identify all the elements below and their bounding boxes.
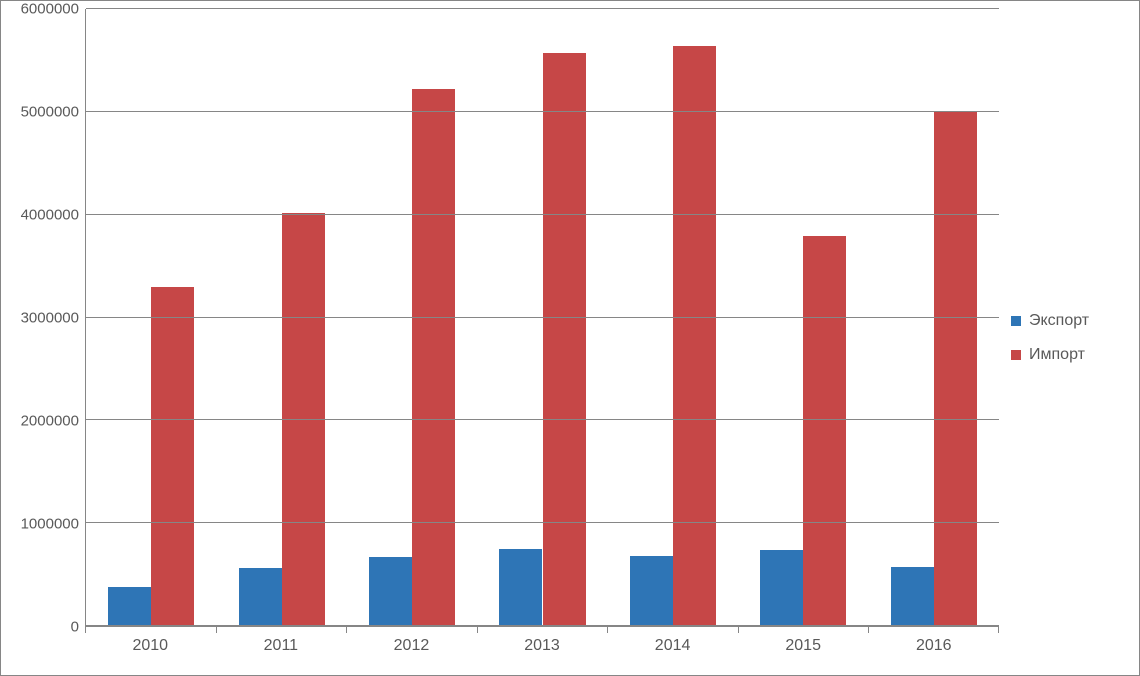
gridline — [86, 625, 999, 626]
gridline — [86, 522, 999, 523]
legend-item: Импорт — [1011, 346, 1131, 364]
y-tick-label: 6000000 — [21, 1, 79, 18]
x-tick — [868, 627, 869, 633]
gridline — [86, 8, 999, 9]
bar — [108, 587, 151, 626]
x-tick-label: 2013 — [524, 637, 560, 655]
bar — [891, 567, 934, 626]
y-tick-label: 0 — [71, 619, 79, 636]
x-tick — [607, 627, 608, 633]
y-axis: 0100000020000003000000400000050000006000… — [9, 9, 85, 627]
legend-item: Экспорт — [1011, 312, 1131, 330]
y-tick-label: 3000000 — [21, 310, 79, 327]
y-tick-label: 4000000 — [21, 207, 79, 224]
y-tick-label: 5000000 — [21, 104, 79, 121]
x-tick-label: 2010 — [132, 637, 168, 655]
x-axis: 2010 2011 2012 2013 2014 2015 2016 — [85, 627, 999, 667]
bar — [803, 236, 846, 626]
x-tick — [477, 627, 478, 633]
bar — [673, 46, 716, 626]
plot-row: 0100000020000003000000400000050000006000… — [9, 9, 999, 627]
legend-label: Импорт — [1029, 346, 1085, 364]
x-group: 2013 — [477, 627, 608, 667]
x-group: 2010 — [85, 627, 216, 667]
y-tick-label: 1000000 — [21, 516, 79, 533]
x-group: 2012 — [346, 627, 477, 667]
x-tick — [216, 627, 217, 633]
gridline — [86, 214, 999, 215]
legend-label: Экспорт — [1029, 312, 1089, 330]
bar — [934, 112, 977, 626]
x-tick — [738, 627, 739, 633]
x-tick-label: 2016 — [916, 637, 952, 655]
x-group: 2015 — [738, 627, 869, 667]
plot-area — [85, 9, 999, 627]
bar — [412, 89, 455, 626]
bar — [630, 556, 673, 626]
x-tick-label: 2011 — [264, 637, 298, 655]
x-tick — [346, 627, 347, 633]
bars-layer — [86, 9, 999, 626]
y-tick-label: 2000000 — [21, 413, 79, 430]
bar — [369, 557, 412, 626]
bar — [239, 568, 282, 626]
x-group: 2011 — [216, 627, 347, 667]
legend-swatch — [1011, 316, 1021, 326]
chart-main: 0100000020000003000000400000050000006000… — [9, 9, 999, 667]
x-tick — [85, 627, 86, 633]
bar — [543, 53, 586, 626]
bar — [151, 287, 194, 626]
x-tick-label: 2015 — [785, 637, 821, 655]
legend: Экспорт Импорт — [999, 9, 1131, 667]
x-group: 2016 — [868, 627, 999, 667]
gridline — [86, 317, 999, 318]
x-tick-label: 2012 — [394, 637, 430, 655]
x-tick-label: 2014 — [655, 637, 691, 655]
gridline — [86, 419, 999, 420]
chart-container: 0 1000000 2000000 3000000 4000000 5000000 6000… — [0, 0, 1140, 676]
bar — [499, 549, 542, 626]
bar — [760, 550, 803, 626]
legend-swatch — [1011, 350, 1021, 360]
x-group: 2014 — [607, 627, 738, 667]
gridline — [86, 111, 999, 112]
x-tick — [998, 627, 999, 633]
